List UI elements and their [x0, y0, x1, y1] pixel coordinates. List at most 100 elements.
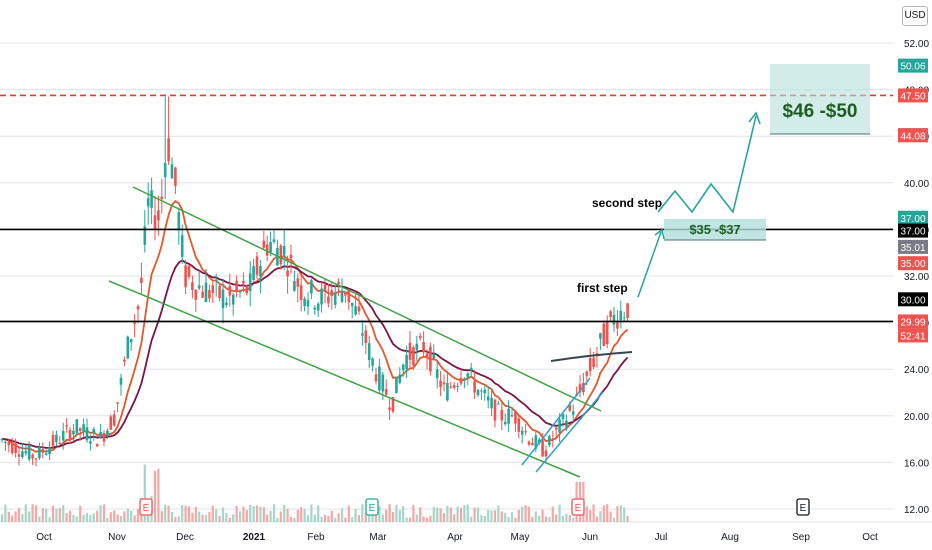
candle-body: [616, 321, 619, 329]
candle-body: [500, 409, 504, 421]
price-badge-bg: [898, 88, 928, 103]
candle-body: [194, 289, 198, 300]
earnings-marker-label: E: [800, 503, 807, 514]
candle-body: [24, 451, 28, 454]
volume-bar: [228, 517, 231, 522]
volume-bar: [344, 517, 347, 522]
price-badge: 50.06: [898, 58, 928, 73]
price-badge-bg: [898, 128, 928, 143]
volume-bar: [317, 505, 320, 522]
volume-bar: [262, 507, 265, 522]
candle-body: [514, 411, 517, 424]
volume-bar: [99, 505, 102, 522]
volume-bar: [493, 510, 497, 522]
candle-body: [296, 278, 300, 287]
candle-body: [405, 354, 408, 369]
volume-bar: [201, 514, 204, 522]
volume-bar: [293, 517, 296, 522]
volume-bar: [402, 506, 405, 522]
volume-bar: [136, 508, 140, 522]
flat-ma-line: [550, 351, 633, 362]
price-badge-bg: [898, 210, 928, 225]
volume-bar: [187, 506, 191, 522]
volume-bar: [153, 470, 157, 522]
volume-bar: [432, 507, 435, 522]
volume-bar: [334, 517, 337, 522]
ema-fast-line: [1, 199, 629, 453]
candle-body: [520, 430, 524, 435]
candle-body: [286, 270, 289, 277]
earnings-marker-box: [796, 498, 810, 516]
candle-body: [565, 420, 568, 428]
volume-bar: [170, 511, 174, 522]
candle-body: [571, 411, 575, 415]
candle-body: [38, 446, 41, 458]
volume-bar: [133, 515, 136, 522]
volume-bar: [123, 511, 126, 522]
volume-bar: [85, 513, 89, 522]
candle-body: [340, 290, 344, 302]
candle-body: [208, 290, 211, 299]
candle-body: [466, 373, 470, 378]
candle-body: [578, 384, 582, 393]
candle-body: [371, 358, 374, 366]
volume-bar: [259, 506, 262, 522]
candle-body: [272, 239, 276, 243]
candle-body: [524, 431, 527, 433]
candle-body: [503, 421, 507, 425]
candle-body: [554, 427, 558, 430]
candle-body: [180, 235, 184, 257]
candle-body: [167, 138, 170, 162]
volume-bar: [436, 507, 439, 522]
volume-bar: [177, 516, 180, 522]
candle-body: [602, 323, 606, 347]
candle-body: [14, 443, 17, 454]
candle-body: [313, 307, 317, 310]
volume-bar: [276, 517, 279, 522]
projection-zigzag: [657, 115, 757, 214]
volume-bar: [551, 506, 554, 522]
volume-bar: [449, 507, 452, 522]
time-tick-label: Apr: [447, 532, 463, 543]
volume-bar: [310, 504, 313, 522]
earnings-marker-label: E: [369, 503, 376, 514]
volume-bar: [616, 506, 619, 522]
candle-body: [150, 190, 153, 208]
volume-bar: [473, 507, 476, 522]
earnings-marker: E: [571, 498, 585, 516]
candle-body: [133, 322, 136, 324]
volume-bar: [272, 504, 276, 522]
candle-body: [116, 402, 119, 404]
volume-bar: [340, 508, 344, 522]
volume-bar: [106, 517, 109, 522]
candle-body: [245, 285, 249, 294]
candle-body: [568, 404, 572, 411]
candle-body: [269, 242, 272, 253]
time-tick-label: Jun: [582, 532, 598, 543]
candle-body: [486, 396, 490, 401]
volume-bar: [300, 507, 303, 522]
candle-body: [310, 280, 313, 294]
currency-label: USD: [902, 6, 928, 26]
volume-bar: [48, 517, 51, 522]
volume-bar: [422, 516, 425, 522]
earnings-marker: E: [796, 498, 810, 516]
target-zone-2-label: $46 -$50: [782, 101, 857, 122]
candle-body: [619, 310, 623, 321]
earnings-marker-label: E: [143, 503, 150, 514]
candle-body: [218, 285, 221, 299]
volume-bar: [283, 505, 286, 522]
candle-body: [242, 281, 245, 284]
price-badge-label: 35.01: [900, 243, 925, 254]
candle-body: [214, 279, 218, 282]
candle-body: [452, 385, 456, 388]
candle-body: [184, 265, 187, 288]
volume-bar: [364, 512, 367, 522]
volume-bar: [568, 515, 571, 522]
candle-body: [191, 282, 194, 290]
candle-body: [143, 226, 147, 245]
volume-bar: [327, 515, 330, 522]
candle-body: [75, 419, 79, 433]
volume-bar: [347, 505, 350, 522]
channel-lower-line: [108, 280, 581, 478]
